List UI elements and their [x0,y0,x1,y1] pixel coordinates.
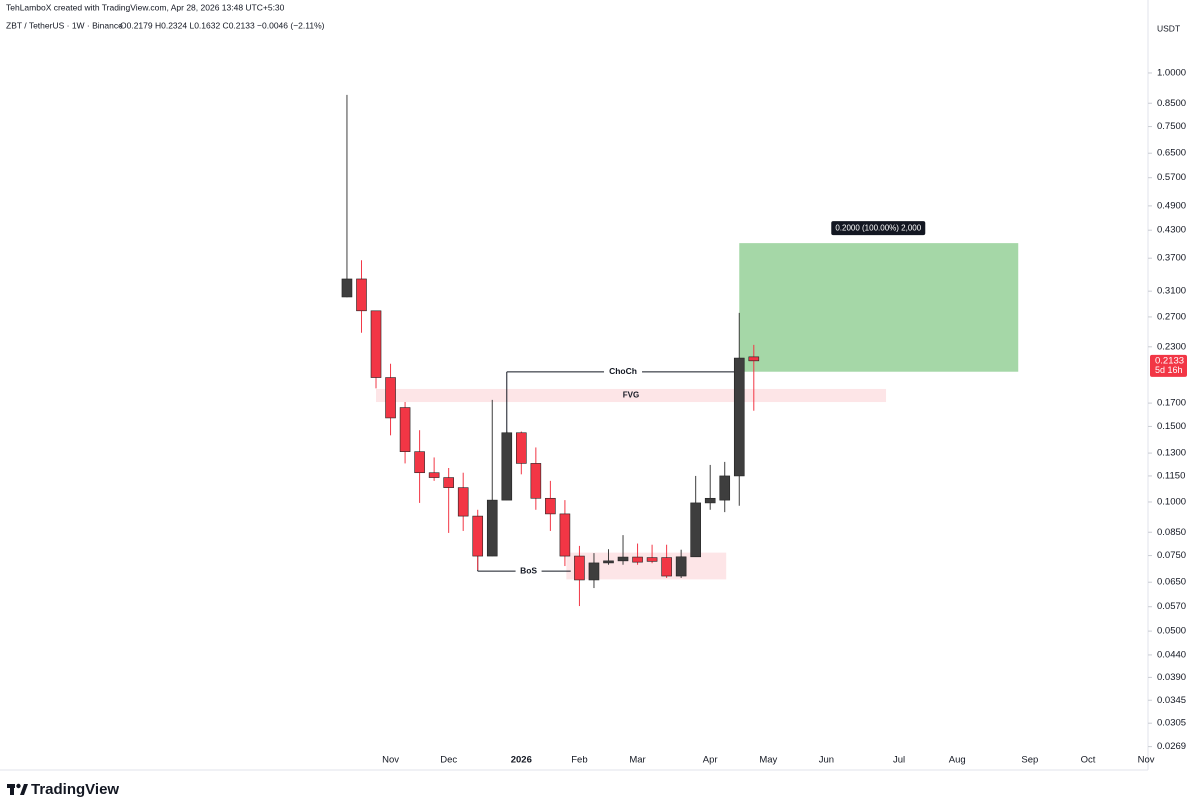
candle-body [733,357,745,477]
candle-body [399,407,411,452]
candle-body [443,477,454,488]
candle-body [559,513,571,557]
candle-body [603,560,614,564]
candle-body [385,377,396,419]
x-tick-label: 2026 [511,755,532,766]
y-tick-label: 0.6500 [1157,148,1186,159]
y-tick-label: 0.0570 [1157,601,1186,612]
candle-body [472,515,484,557]
candle-body [690,502,701,558]
y-tick-label: 0.0650 [1157,577,1186,588]
y-tick-label: 1.0000 [1157,67,1186,78]
candle-body [428,472,440,478]
x-tick-label: Feb [571,755,587,766]
zone-label: FVG [623,391,639,400]
y-tick-label: 0.4900 [1157,200,1186,211]
y-tick-label: 0.0305 [1157,718,1186,729]
y-tick-label: 0.2700 [1157,311,1186,322]
x-tick-label: Aug [949,755,966,766]
x-tick-label: Mar [629,755,645,766]
x-tick-label: Dec [440,755,457,766]
y-tick-label: 0.0440 [1157,649,1186,660]
plot: 0.2000 (100.00%) 2,000 FVG ChoCh BoS [341,94,1019,607]
y-tick-label: 0.3100 [1157,286,1186,297]
last-price: 0.2133 [1155,355,1184,366]
y-tick-label: 0.0345 [1157,695,1186,706]
y-tick-label: 0.5700 [1157,172,1186,183]
candle-body [661,557,672,577]
logo-part [10,784,14,795]
candle-body [414,451,425,474]
x-tick-label: Apr [703,755,718,766]
candle-body [588,562,600,581]
logo-part [20,784,28,795]
countdown: 5d 16h [1155,365,1183,375]
candle-body [545,497,556,515]
price-axis-bg [1148,0,1200,809]
y-tick-label: 0.1150 [1157,470,1185,481]
x-tick-label: Jun [819,755,834,766]
y-tick-label: 0.0390 [1157,672,1186,683]
y-tick-label: 0.1500 [1157,421,1186,432]
x-tick-label: Sep [1021,755,1038,766]
x-tick-label: May [759,755,777,766]
y-tick-label: 0.4300 [1157,225,1186,236]
candle-body [486,499,498,557]
y-tick-label: 0.0500 [1157,626,1186,637]
level-label-bg [515,565,542,578]
candle-body [530,463,542,499]
zone [376,388,887,403]
x-tick-label: Nov [382,755,399,766]
candle-body [341,278,353,298]
candle-body [632,556,643,563]
last-price-bg [1150,354,1187,377]
level-label: BoS [520,565,537,575]
x-tick-label: Nov [1138,755,1155,766]
y-tick-label: 0.8500 [1157,98,1186,109]
x-tick-label: Jul [893,755,905,766]
candle-body [574,555,585,581]
y-tick-label: 0.1000 [1157,496,1186,507]
candle-body [370,310,382,378]
logo-part [16,783,21,789]
y-tick-label: 0.0850 [1157,527,1186,538]
candle-body [748,356,760,362]
y-tick-label: 0.0269 [1157,741,1186,752]
credit: TehLamboX created with TradingView.com, … [6,2,285,12]
logo [7,783,28,795]
candle-body [646,557,658,562]
currency: USDT [1157,23,1180,33]
candle-body [675,556,687,577]
candle-body [516,432,527,464]
target-zone [739,243,1019,372]
y-tick-label: 0.0750 [1157,550,1186,561]
y-tick-label: 0.3700 [1157,253,1186,264]
symbol: ZBT / TetherUS · 1W · Binance [6,20,123,30]
candle-body [617,556,629,562]
candle-body [704,497,716,504]
candle-body [356,278,367,312]
y-tick-label: 0.1300 [1157,448,1186,459]
candle-body [457,487,469,517]
x-tick-label: Oct [1081,755,1096,766]
level-label: ChoCh [609,366,637,376]
candle-body [501,432,513,501]
y-tick-label: 0.1700 [1157,398,1186,409]
y-tick-label: 0.7500 [1157,121,1186,132]
brand: TradingView [31,781,119,798]
target-label: 0.2000 (100.00%) 2,000 [835,224,921,233]
y-tick-label: 0.2300 [1157,341,1186,352]
ohlc: O0.2179 H0.2324 L0.1632 C0.2133 −0.0046 … [120,20,325,30]
candle-body [719,475,731,501]
level-label-bg [604,365,643,378]
target-label-bg [831,221,926,236]
